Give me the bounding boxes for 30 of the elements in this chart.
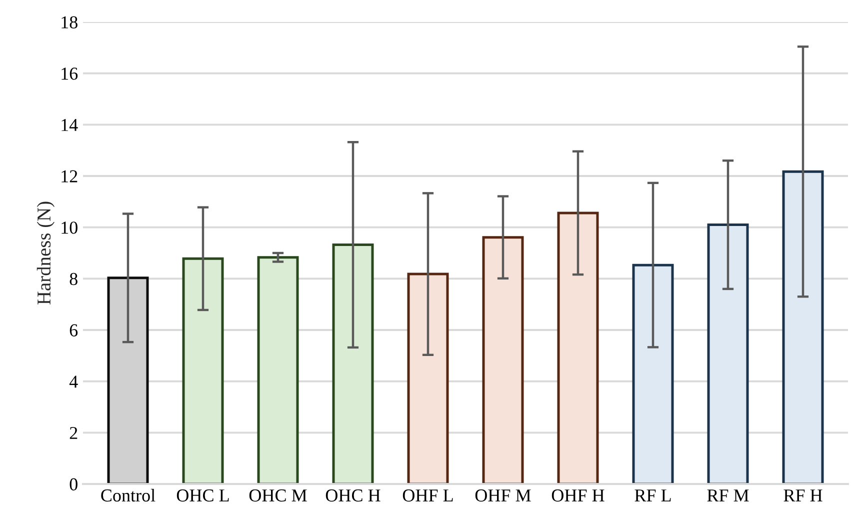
y-tick-label: 8: [70, 272, 78, 286]
x-tick-label: RF M: [707, 490, 749, 502]
x-tick-label: OHF H: [552, 489, 604, 502]
y-tick-label: 12: [62, 170, 78, 182]
y-tick-label: 4: [69, 376, 78, 388]
bar: [707, 224, 749, 484]
x-tick-label: OHC L: [176, 489, 229, 502]
y-tick-label: 0: [70, 478, 78, 490]
y-tick-label: 18: [62, 16, 78, 28]
bar: [332, 244, 374, 484]
x-tick-label: OHF L: [402, 489, 453, 502]
x-tick-label: OHF M: [475, 489, 531, 502]
y-axis-title: Hardness (N): [36, 202, 55, 305]
y-tick-label: 2: [70, 426, 78, 439]
bar: [407, 272, 449, 484]
x-tick-label: OHC M: [249, 489, 307, 502]
bar: [632, 264, 674, 484]
x-tick-label: OHC H: [326, 489, 380, 502]
x-tick-label: RF H: [784, 490, 822, 502]
bar: [557, 212, 599, 484]
x-tick-label: RF L: [634, 490, 671, 502]
bar: [782, 170, 824, 484]
bar: [257, 256, 299, 484]
y-tick-label: 6: [70, 324, 78, 336]
y-tick-label: 16: [62, 68, 78, 80]
y-tick-label: 10: [62, 222, 78, 234]
bar: [482, 236, 524, 484]
x-tick-label: Control: [101, 488, 156, 502]
bar: [182, 257, 224, 484]
y-tick-label: 14: [62, 119, 78, 131]
